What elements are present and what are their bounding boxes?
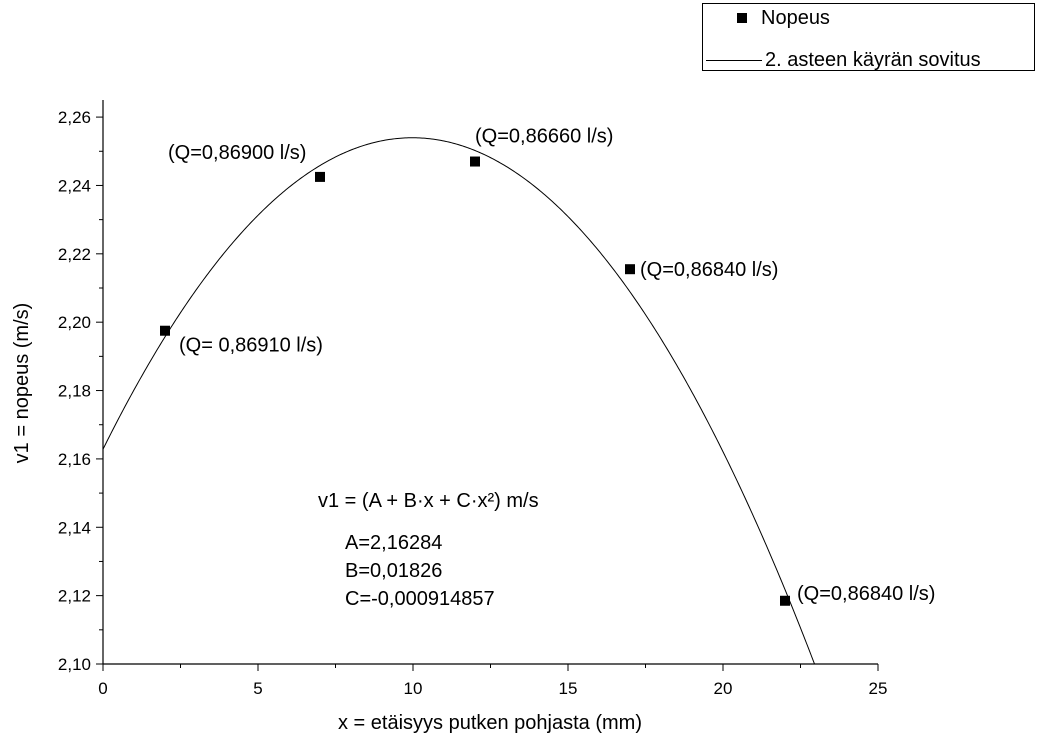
x-tick-label: 25 [869,679,888,698]
y-tick-label: 2,14 [58,518,91,537]
point-label: (Q=0,86660 l/s) [475,126,613,148]
y-tick-label: 2,12 [58,587,91,606]
y-tick-label: 2,18 [58,382,91,401]
y-tick-label: 2,20 [58,313,91,332]
point-label: (Q= 0,86910 l/s) [179,335,323,357]
data-point [470,156,480,167]
axes [102,100,878,665]
y-tick-label: 2,26 [58,108,91,127]
y-tick-label: 2,24 [58,176,91,195]
point-label: (Q=0,86840 l/s) [797,583,935,605]
x-tick-label: 10 [404,679,423,698]
x-tick-label: 15 [559,679,578,698]
coefficient-c: C=-0,000914857 [345,588,495,610]
y-tick-label: 2,22 [58,245,91,264]
data-point [780,595,790,606]
legend: Nopeus 2. asteen käyrän sovitus [702,3,1035,71]
coefficient-a: A=2,16284 [345,532,442,554]
coefficient-b: B=0,01826 [345,560,442,582]
legend-marker-square [737,13,747,23]
legend-label-fit: 2. asteen käyrän sovitus [765,49,981,71]
fit-curve [102,137,815,665]
point-label: (Q=0,86900 l/s) [168,142,306,164]
data-point [160,325,170,336]
x-tick-label: 0 [98,679,107,698]
point-label: (Q=0,86840 l/s) [640,259,778,281]
data-point [315,171,325,182]
point-labels-layer: (Q= 0,86910 l/s) (Q=0,86900 l/s) (Q=0,8666… [168,126,935,605]
y-axis-label: v1 = nopeus (m/s) [11,303,33,464]
ticks: 0 5 10 15 20 25 2,10 2,12 2,14 2,16 2,18 2,20 2,22 2,… [58,108,888,698]
fit-curve-layer [102,137,815,665]
y-tick-label: 2,16 [58,450,91,469]
data-points-layer [160,156,790,606]
legend-label-nopeus: Nopeus [761,7,830,29]
y-tick-label: 2,10 [58,655,91,674]
formula-text: v1 = (A + B·x + C·x²) m/s [318,490,539,512]
legend-line-fit [706,60,762,61]
data-point [625,264,635,275]
x-axis-label: x = etäisyys putken pohjasta (mm) [338,712,642,734]
x-tick-label: 20 [714,679,733,698]
x-tick-label: 5 [253,679,262,698]
